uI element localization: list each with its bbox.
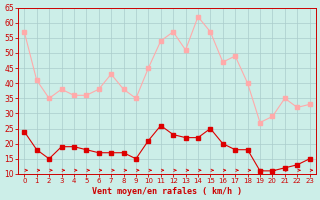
X-axis label: Vent moyen/en rafales ( km/h ): Vent moyen/en rafales ( km/h )	[92, 187, 242, 196]
